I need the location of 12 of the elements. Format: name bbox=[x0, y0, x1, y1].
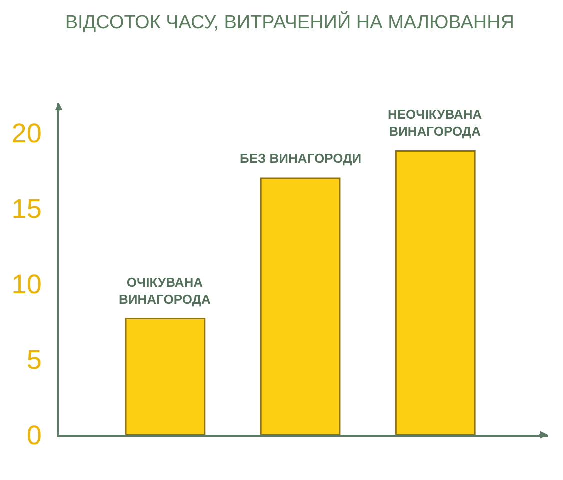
y-tick-label: 10 bbox=[12, 270, 42, 300]
chart-title: ВІДСОТОК ЧАСУ, ВИТРАЧЕНИЙ НА МАЛЮВАННЯ bbox=[65, 10, 515, 34]
x-tick-label: ОЧІКУВАНА ВИНАГОРОДА bbox=[119, 275, 212, 307]
bar bbox=[260, 178, 341, 435]
y-tick-label: 5 bbox=[26, 345, 42, 375]
x-tick-label: НЕОЧІКУВАНА ВИНАГОРОДА bbox=[388, 107, 483, 139]
y-tick-label: 0 bbox=[26, 420, 42, 450]
y-tick-label: 15 bbox=[12, 194, 42, 224]
y-tick-label: 20 bbox=[12, 118, 42, 149]
bar bbox=[125, 318, 206, 435]
bar bbox=[395, 150, 476, 435]
x-tick-label: БЕЗ ВИНАГОРОДИ bbox=[240, 151, 362, 166]
